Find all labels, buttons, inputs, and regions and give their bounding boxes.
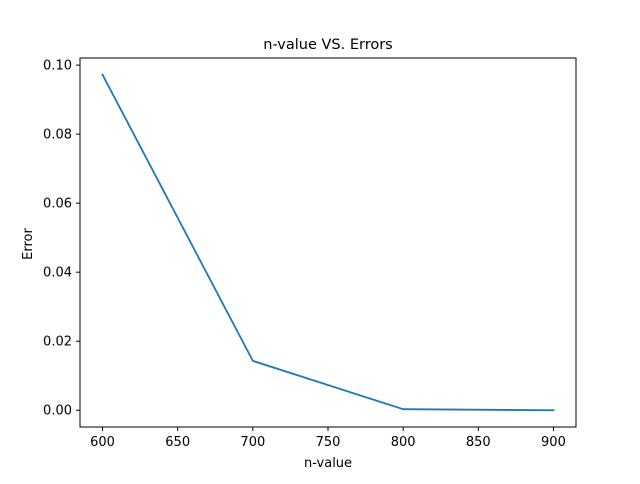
x-tick-label: 600 [90, 435, 115, 450]
series-layer [101, 73, 555, 412]
data-point [101, 73, 104, 76]
y-tick-label: 0.00 [43, 404, 72, 419]
x-tick-label: 700 [240, 435, 265, 450]
y-axis-label: Error [21, 228, 36, 260]
chart-title: n-value VS. Errors [263, 37, 393, 53]
plot-frame [79, 57, 577, 428]
x-tick-label: 750 [316, 435, 341, 450]
y-tick-label: 0.10 [43, 59, 72, 74]
x-tick-label: 650 [165, 435, 190, 450]
series-line [101, 73, 555, 412]
data-point [402, 408, 405, 411]
y-tick-label: 0.08 [43, 128, 72, 143]
x-axis-ticks: 600 650 700 750 800 850 900 [90, 427, 566, 450]
y-tick-label: 0.02 [43, 335, 72, 350]
data-point [552, 409, 555, 412]
y-tick-label: 0.06 [43, 197, 72, 212]
x-axis-label: n-value [304, 456, 352, 471]
y-tick-label: 0.04 [43, 266, 72, 281]
x-tick-label: 850 [466, 435, 491, 450]
x-tick-label: 900 [541, 435, 566, 450]
y-axis-ticks: 0.00 0.02 0.04 0.06 0.08 0.10 [43, 59, 80, 419]
data-point [251, 359, 254, 362]
x-tick-label: 800 [391, 435, 416, 450]
